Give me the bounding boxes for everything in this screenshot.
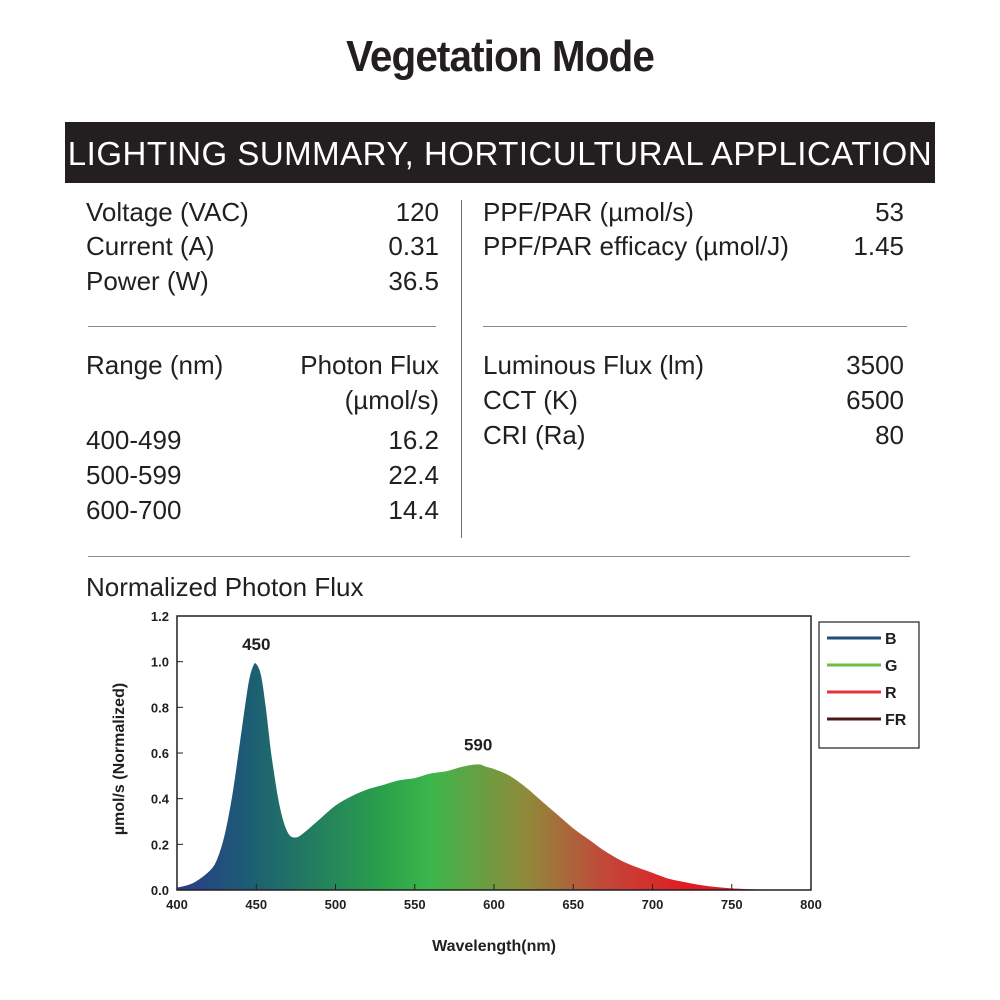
separator (88, 326, 436, 327)
y-tick-label: 1.2 (151, 609, 169, 624)
photon-flux-unit: (µmol/s) (344, 385, 439, 415)
current-label: Current (A) (86, 231, 215, 261)
y-tick-label: 0.2 (151, 837, 169, 852)
y-tick-label: 0.0 (151, 883, 169, 898)
photon-flux-header: Photon Flux (300, 350, 439, 380)
ppf-efficacy-label: PPF/PAR efficacy (µmol/J) (483, 231, 789, 261)
x-tick-label: 400 (166, 897, 188, 912)
luminous-flux-value: 3500 (846, 350, 904, 380)
cri-label: CRI (Ra) (483, 420, 586, 450)
spectrum-area (177, 663, 811, 890)
x-axis-label: Wavelength(nm) (432, 938, 556, 955)
power-value: 36.5 (388, 266, 439, 296)
y-tick-label: 0.6 (151, 746, 169, 761)
spectrum-chart: 0.0 0.2 0.4 0.6 0.8 1.0 1.2 400 450 500 550 600 650 7… (111, 609, 920, 955)
cct-value: 6500 (846, 385, 904, 415)
ppf-value: 53 (875, 197, 904, 227)
power-label: Power (W) (86, 266, 209, 296)
legend-label: FR (885, 712, 907, 729)
legend-label: G (885, 658, 897, 675)
range-label: 500-599 (86, 460, 182, 490)
y-tick-label: 1.0 (151, 655, 169, 670)
x-tick-label: 750 (721, 897, 743, 912)
ppf-efficacy-value: 1.45 (853, 231, 904, 261)
y-tick-label: 0.8 (151, 700, 169, 715)
x-tick-label: 600 (483, 897, 505, 912)
chart-title: Normalized Photon Flux (86, 572, 364, 602)
peak-annotation: 450 (242, 635, 270, 654)
separator (483, 326, 907, 327)
section-banner: LIGHTING SUMMARY, HORTICULTURAL APPLICAT… (65, 122, 935, 183)
y-tick-label: 0.4 (151, 792, 170, 807)
range-value: 16.2 (388, 425, 439, 455)
cct-label: CCT (K) (483, 385, 578, 415)
x-tick-label: 550 (404, 897, 426, 912)
range-label: 400-499 (86, 425, 182, 455)
x-tick-label: 500 (325, 897, 347, 912)
x-tick-label: 650 (562, 897, 584, 912)
x-tick-label: 800 (800, 897, 822, 912)
y-axis-label: µmol/s (Normalized) (111, 683, 128, 835)
x-tick-label: 450 (245, 897, 267, 912)
legend-box (818, 621, 920, 749)
voltage-value: 120 (395, 197, 439, 227)
range-value: 14.4 (388, 495, 439, 525)
ppf-label: PPF/PAR (µmol/s) (483, 197, 694, 227)
current-value: 0.31 (388, 231, 439, 261)
legend-label: B (885, 631, 897, 648)
page-title: Vegetation Mode (346, 32, 655, 81)
cri-value: 80 (875, 420, 904, 450)
luminous-flux-label: Luminous Flux (lm) (483, 350, 705, 380)
range-value: 22.4 (388, 460, 439, 490)
range-header-label: Range (nm) (86, 350, 224, 380)
column-divider (461, 200, 462, 538)
legend-label: R (885, 685, 897, 702)
voltage-label: Voltage (VAC) (86, 197, 249, 227)
range-label: 600-700 (86, 495, 182, 525)
x-tick-label: 700 (642, 897, 664, 912)
peak-annotation: 590 (464, 735, 492, 754)
separator (88, 556, 910, 557)
